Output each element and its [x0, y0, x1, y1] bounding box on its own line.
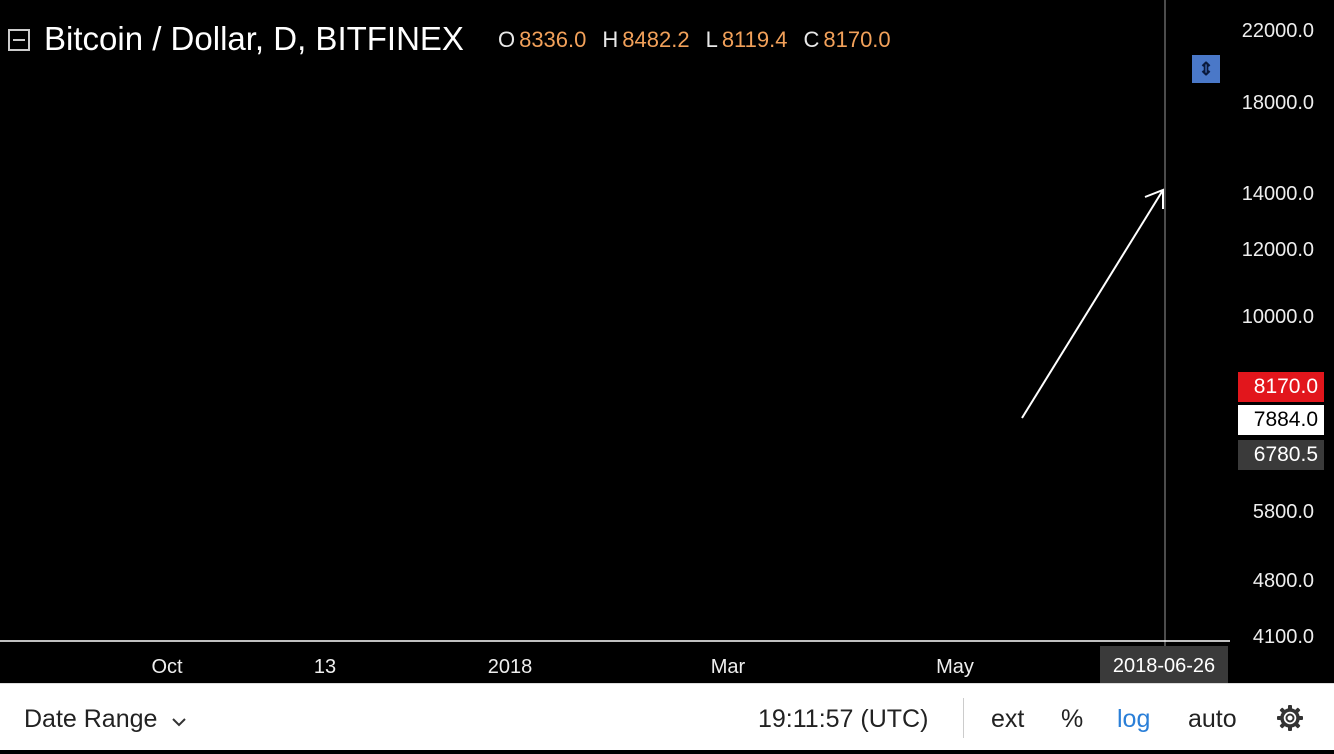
line-price-tag: 7884.0: [1238, 405, 1324, 435]
chart-area[interactable]: Bitcoin / Dollar, D, BITFINEX O 8336.0 H…: [0, 0, 1334, 683]
time-tick: May: [936, 656, 974, 678]
line-price-tag: 6780.5: [1238, 440, 1324, 470]
log-toggle[interactable]: log: [1117, 705, 1151, 733]
time-tick: Oct: [151, 656, 183, 678]
expand-scale-icon[interactable]: ⇕: [1192, 55, 1220, 83]
price-tick: 12000.0: [1241, 239, 1314, 261]
open-value: 8336.0: [519, 27, 587, 52]
price-tick: 18000.0: [1241, 92, 1314, 114]
price-tick: 14000.0: [1241, 183, 1314, 205]
price-tick: 5800.0: [1252, 501, 1314, 523]
collapse-legend-icon[interactable]: [8, 29, 30, 51]
projection-arrowhead: [1144, 188, 1164, 209]
ext-toggle[interactable]: ext: [991, 705, 1025, 733]
toolbar-divider: [963, 698, 964, 738]
candlestick-chart[interactable]: [0, 0, 1334, 683]
price-tick: 22000.0: [1241, 20, 1314, 42]
price-tick: 4100.0: [1252, 626, 1314, 648]
high-value: 8482.2: [622, 27, 690, 52]
close-value: 8170.0: [823, 27, 891, 52]
high-label: H: [602, 27, 619, 52]
chevron-down-icon: [172, 684, 187, 754]
price-tick: 4800.0: [1252, 570, 1314, 592]
percent-toggle[interactable]: %: [1061, 705, 1084, 733]
ohlc-values: O 8336.0 H 8482.2 L 8119.4 C 8170.0: [498, 27, 907, 53]
symbol-title: Bitcoin / Dollar, D, BITFINEX: [44, 20, 464, 57]
auto-toggle[interactable]: auto: [1188, 705, 1237, 733]
time-tick: Mar: [710, 656, 746, 678]
time-tick: 2018: [487, 656, 533, 678]
overlay-layer: [0, 0, 1230, 683]
date-range-button[interactable]: Date Range: [24, 684, 187, 754]
utc-clock[interactable]: 19:11:57 (UTC): [758, 705, 929, 733]
gear-icon[interactable]: [1276, 684, 1304, 751]
chart-legend: Bitcoin / Dollar, D, BITFINEX O 8336.0 H…: [8, 18, 907, 60]
close-label: C: [803, 27, 820, 52]
low-value: 8119.4: [721, 27, 788, 52]
last-price-tag: 8170.0: [1238, 372, 1324, 402]
time-tick: 13: [313, 656, 337, 678]
bottom-toolbar: Date Range 19:11:57 (UTC) ext % log auto: [0, 683, 1334, 750]
price-tick: 10000.0: [1241, 306, 1314, 328]
crosshair-date-tag: 2018-06-26: [1100, 646, 1228, 683]
low-label: L: [705, 27, 718, 52]
projection-arrow: [1021, 189, 1164, 419]
open-label: O: [497, 27, 516, 52]
date-range-label: Date Range: [24, 705, 158, 733]
